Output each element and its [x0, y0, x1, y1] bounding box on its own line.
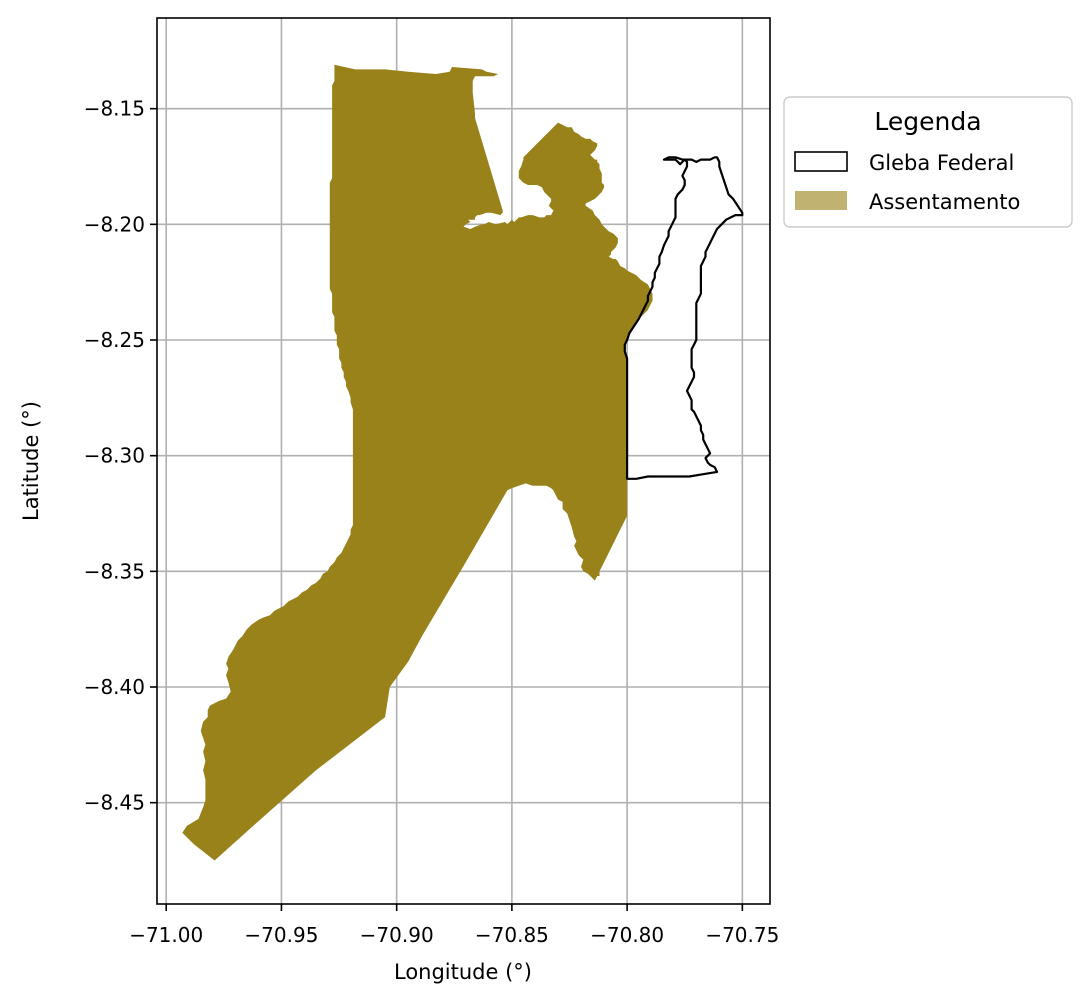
- x-axis-label: Longitude (°): [394, 960, 532, 984]
- y-tick-label: −8.15: [84, 97, 145, 121]
- x-tick-label: −70.85: [475, 923, 549, 947]
- map-layers: [182, 64, 744, 861]
- x-tick-label: −70.80: [590, 923, 664, 947]
- x-tick-label: −71.00: [129, 923, 203, 947]
- legend-box: [783, 96, 1073, 228]
- legend-swatch-gleba-federal: [794, 151, 848, 172]
- x-tick-label: −70.95: [244, 923, 318, 947]
- y-tick-label: −8.35: [84, 559, 145, 583]
- y-tick-label: −8.30: [84, 444, 145, 468]
- x-tick-label: −70.75: [705, 923, 779, 947]
- y-tick-label: −8.20: [84, 212, 145, 236]
- y-tick-label: −8.45: [84, 791, 145, 815]
- legend-title: Legenda: [874, 107, 981, 136]
- y-tick-label: −8.40: [84, 675, 145, 699]
- legend: Legenda Gleba Federal Assentamento: [783, 96, 1073, 228]
- y-tick-label: −8.25: [84, 328, 145, 352]
- x-tick-label: −70.90: [360, 923, 434, 947]
- polygon-assentamento: [182, 64, 653, 861]
- legend-label-assentamento: Assentamento: [869, 190, 1020, 214]
- y-axis-ticks: −8.15 −8.20 −8.25 −8.30 −8.35 −8.40 −8.45: [84, 97, 157, 815]
- x-axis-ticks: −71.00 −70.95 −70.90 −70.85 −70.80 −70.75: [129, 904, 779, 947]
- legend-swatch-assentamento: [795, 191, 847, 210]
- polygon-gleba-federal: [623, 156, 744, 480]
- axes-frame: [156, 17, 771, 905]
- legend-label-gleba-federal: Gleba Federal: [869, 151, 1014, 175]
- y-axis-label: Latitude (°): [19, 401, 43, 521]
